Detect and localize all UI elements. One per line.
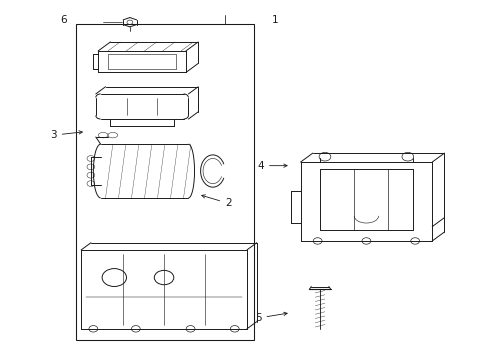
Text: 4: 4 [257, 161, 286, 171]
Text: 2: 2 [202, 195, 231, 208]
Text: 1: 1 [271, 15, 277, 26]
Text: 5: 5 [254, 312, 286, 323]
Bar [76, 24, 254, 339]
Text: 6: 6 [60, 15, 66, 26]
Text: 3: 3 [50, 130, 82, 140]
